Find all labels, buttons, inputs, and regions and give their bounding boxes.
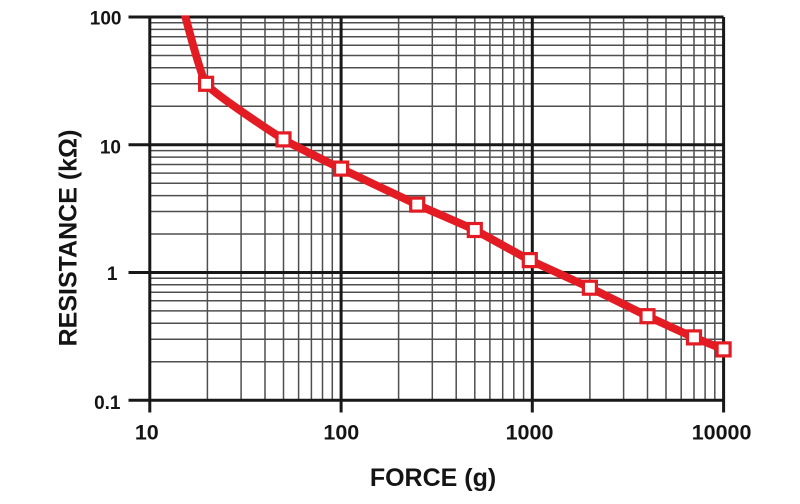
svg-text:10: 10: [135, 421, 159, 445]
svg-text:FORCE (g): FORCE (g): [370, 464, 496, 492]
svg-text:100: 100: [90, 9, 122, 30]
svg-text:RESISTANCE (kΩ): RESISTANCE (kΩ): [55, 130, 83, 347]
svg-text:1: 1: [107, 264, 118, 285]
svg-text:100: 100: [323, 421, 359, 445]
svg-text:10: 10: [100, 137, 121, 158]
svg-text:0.1: 0.1: [94, 393, 121, 414]
svg-text:10000: 10000: [692, 421, 752, 445]
svg-text:1000: 1000: [506, 421, 554, 445]
